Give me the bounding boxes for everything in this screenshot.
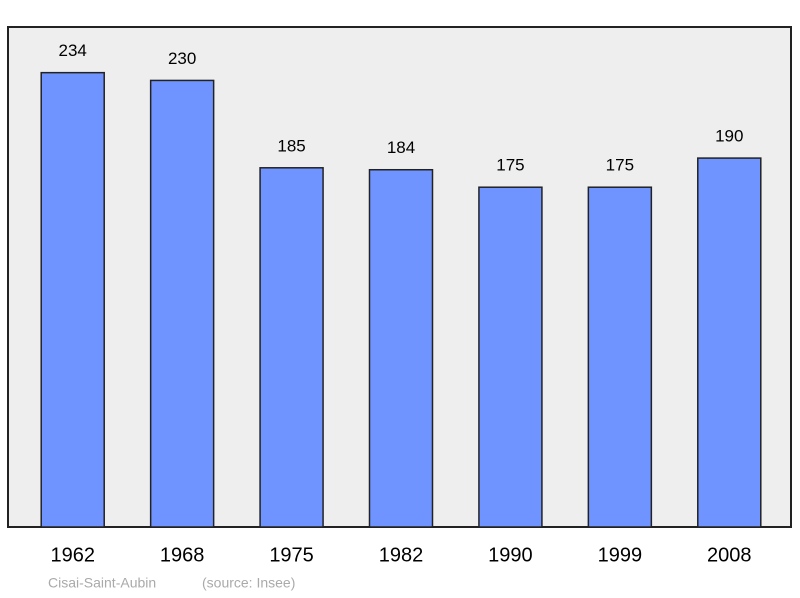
x-tick-label: 1999	[598, 544, 643, 566]
x-tick-label: 1990	[488, 544, 533, 566]
value-label: 184	[387, 138, 415, 157]
x-tick-label: 1962	[50, 544, 95, 566]
bar	[259, 167, 324, 528]
value-label: 190	[715, 127, 743, 146]
value-label: 230	[168, 49, 196, 68]
x-tick-label: 2008	[707, 544, 752, 566]
bar	[368, 168, 434, 528]
bar	[478, 186, 543, 528]
value-label: 175	[496, 156, 524, 175]
x-tick-label: 1982	[379, 544, 424, 566]
bar	[587, 186, 653, 528]
source-note: (source: Insee)	[202, 575, 295, 591]
bar	[697, 157, 762, 528]
bar	[40, 71, 105, 528]
x-tick-label: 1968	[160, 544, 205, 566]
value-label: 234	[59, 41, 87, 60]
bar	[149, 79, 215, 528]
value-label: 185	[277, 136, 305, 155]
caption: Cisai-Saint-Aubin	[48, 575, 156, 591]
x-tick-label: 1975	[269, 544, 314, 566]
value-label: 175	[606, 156, 634, 175]
